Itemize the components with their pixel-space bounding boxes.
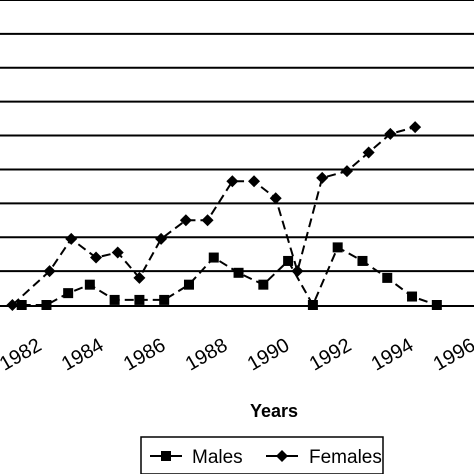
data-point-males: [307, 300, 318, 310]
series-line-females: [11, 126, 416, 306]
data-point-females: [362, 146, 375, 159]
data-point-females: [409, 121, 422, 134]
x-tick-label: 1984: [58, 334, 108, 375]
data-point-females: [90, 251, 103, 264]
data-point-females: [291, 265, 304, 278]
x-tick-label: 1982: [0, 334, 45, 375]
x-tick-label: 1988: [182, 334, 232, 375]
data-point-males: [16, 300, 27, 310]
data-point-females: [316, 171, 329, 184]
data-point-females: [65, 232, 78, 245]
data-point-males: [41, 300, 52, 310]
x-tick-label: 1990: [244, 334, 294, 375]
data-point-females: [155, 232, 168, 245]
data-point-females: [384, 127, 397, 140]
series-line-males: [21, 245, 438, 308]
data-point-males: [431, 300, 442, 310]
data-point-males: [134, 294, 145, 305]
x-tick-label: 1996: [430, 334, 474, 375]
data-point-females: [201, 214, 214, 227]
legend: Males Females: [140, 436, 384, 474]
data-point-females: [226, 175, 239, 188]
data-point-females: [248, 175, 261, 188]
legend-item-males: Males: [150, 447, 243, 468]
legend-square-marker: [161, 451, 171, 461]
x-tick-label: 1994: [368, 334, 418, 375]
data-point-males: [332, 242, 343, 253]
data-point-males: [407, 291, 418, 302]
legend-item-females: Females: [266, 447, 382, 468]
x-tick-label: 1992: [306, 334, 356, 375]
data-point-males: [208, 252, 219, 263]
data-point-males: [283, 255, 294, 266]
data-point-males: [183, 279, 194, 290]
data-point-males: [382, 272, 393, 283]
data-point-males: [258, 279, 269, 290]
x-axis-tick-labels: 1982 1984 1986 1988 1990 1992 1994 1996: [0, 334, 474, 375]
x-axis-title: Years: [250, 401, 298, 421]
data-point-females: [133, 271, 146, 284]
data-point-males: [357, 255, 368, 266]
legend-label-males: Males: [192, 447, 243, 468]
data-point-females: [269, 192, 282, 205]
x-tick-label: 1986: [120, 334, 170, 375]
data-point-females: [6, 299, 19, 311]
data-point-females: [111, 246, 124, 259]
data-point-males: [63, 288, 74, 299]
data-point-males: [84, 279, 95, 290]
data-point-males: [109, 294, 120, 305]
data-point-females: [179, 214, 192, 227]
data-point-males: [159, 294, 170, 305]
legend-diamond-marker: [276, 450, 288, 462]
data-point-males: [233, 267, 244, 278]
data-point-females: [43, 265, 56, 278]
gridlines: [0, 0, 474, 307]
legend-label-females: Females: [309, 447, 382, 468]
series-markers: [6, 121, 442, 311]
data-point-females: [340, 165, 353, 178]
